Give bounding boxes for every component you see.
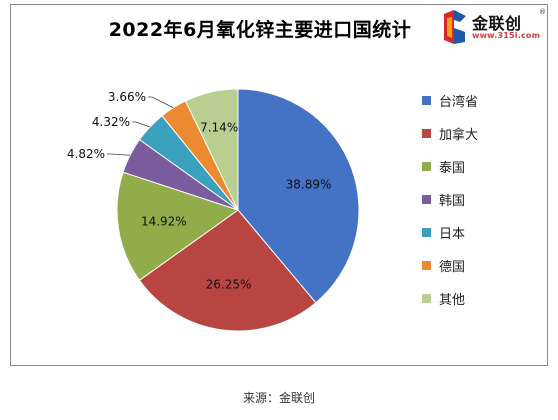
chart-title: 2022年6月氧化锌主要进口国统计	[108, 19, 412, 41]
legend-label: 其他	[439, 293, 466, 308]
leader-line	[132, 121, 151, 128]
data-label: 38.89%	[286, 177, 332, 191]
leader-line	[107, 153, 131, 156]
logo-url: www.315i.com	[472, 31, 541, 40]
data-label: 26.25%	[206, 277, 252, 291]
legend-label: 台湾省	[439, 95, 479, 110]
legend-label: 德国	[439, 260, 466, 275]
pie-slice	[138, 209, 317, 332]
data-label: 3.66%	[108, 90, 146, 104]
legend-swatch	[422, 96, 431, 105]
legend-swatch	[422, 129, 431, 138]
legend-swatch	[422, 195, 431, 204]
legend-label: 泰国	[439, 161, 466, 176]
legend-swatch	[422, 228, 431, 237]
source-note: 来源：金联创	[242, 391, 315, 405]
logo-mark-icon	[444, 10, 466, 44]
legend-swatch	[422, 261, 431, 270]
logo-registered-mark: ®	[539, 8, 546, 16]
logo-text: 金联创	[472, 14, 522, 33]
legend-swatch	[422, 162, 431, 171]
legend-swatch	[422, 294, 431, 303]
legend-label: 日本	[439, 227, 466, 242]
pie-slice	[184, 88, 239, 211]
legend-label: 韩国	[439, 194, 466, 209]
data-label: 14.92%	[141, 214, 187, 228]
pie-chart: 38.89% 26.25% 14.92% 4.82% 4.32% 3.66% 7.14%	[67, 88, 360, 332]
pie-slice	[116, 171, 240, 281]
data-label: 7.14%	[200, 120, 238, 134]
leader-line	[148, 96, 174, 109]
pie-slice	[237, 88, 360, 304]
data-label: 4.32%	[92, 115, 130, 129]
brand-logo: 金联创 ® www.315i.com	[438, 8, 548, 52]
legend-label: 加拿大	[439, 128, 479, 143]
data-label: 4.82%	[67, 147, 105, 161]
